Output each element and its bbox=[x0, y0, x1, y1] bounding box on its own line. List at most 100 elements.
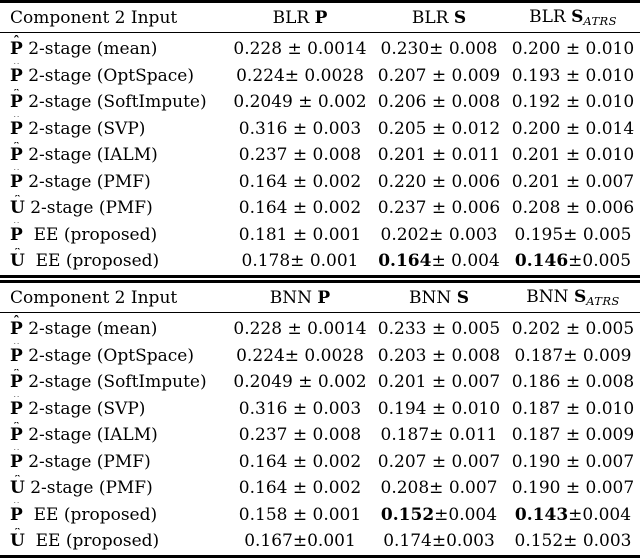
value-cell: 0.190 ± 0.007 bbox=[511, 478, 635, 499]
hat-accent: ˆ bbox=[14, 475, 21, 489]
column-header-bnn-3: BNN SATRS bbox=[506, 281, 640, 313]
matrix-symbol: S bbox=[456, 287, 469, 308]
value-cell: 0.237 ± 0.008 bbox=[238, 425, 362, 446]
matrix-symbol: S bbox=[571, 7, 584, 27]
value-cell: 0.208± 0.007 bbox=[380, 478, 498, 499]
value-cell: 0.201 ± 0.011 bbox=[377, 145, 501, 166]
header-row: Component 2 Input BLR P BLR S BLR SATRS bbox=[0, 1, 640, 33]
value-cell: 0.224± 0.0028 bbox=[236, 65, 364, 86]
value-cell: 0.181 ± 0.001 bbox=[238, 224, 362, 245]
matrix-symbol: S bbox=[573, 287, 587, 307]
best-value: 0.152 bbox=[380, 504, 435, 525]
value-cell: 0.237 ± 0.006 bbox=[377, 198, 501, 219]
value-cell: 0.202 ± 0.005 bbox=[511, 319, 635, 340]
matrix-symbol: P bbox=[317, 287, 331, 308]
hat-accent: ˆ bbox=[12, 313, 20, 330]
hat-accent: ˆ bbox=[14, 195, 21, 209]
value-cell: 0.2049 ± 0.002 bbox=[233, 92, 367, 113]
value-cell: 0.164± 0.004 bbox=[378, 251, 500, 272]
value-cell: 0.192 ± 0.010 bbox=[511, 92, 635, 113]
hat-accent: ˆ bbox=[12, 168, 20, 183]
value-cell: 0.194 ± 0.010 bbox=[377, 398, 501, 419]
value-cell: 0.201 ± 0.007 bbox=[511, 171, 635, 192]
value-cell: 0.228 ± 0.0014 bbox=[233, 319, 367, 340]
value-cell: 0.143±0.004 bbox=[514, 504, 632, 525]
results-table-blr: Component 2 Input BLR P BLR S BLR SATRS ˆ P 2… bbox=[0, 0, 640, 278]
value-cell: 0.203 ± 0.008 bbox=[377, 345, 501, 366]
column-header-bnn-2: BNN S bbox=[372, 281, 506, 313]
results-table-bnn: Component 2 Input BNN P BNN S BNN SATRS ˆ P 2… bbox=[0, 280, 640, 558]
subscript-label: ATRS bbox=[586, 294, 620, 308]
hat-accent: ˆ bbox=[12, 448, 20, 463]
hat-accent: ˆ bbox=[12, 221, 20, 236]
table-head-blr: Component 2 Input BLR P BLR S BLR SATRS bbox=[0, 1, 640, 33]
value-cell: 0.208 ± 0.006 bbox=[511, 198, 635, 219]
hat-accent: ˆ bbox=[12, 342, 20, 357]
value-cell: 0.316 ± 0.003 bbox=[238, 118, 362, 139]
value-cell: 0.202± 0.003 bbox=[380, 224, 498, 245]
hat-accent: ˆ bbox=[14, 528, 21, 542]
best-value: 0.146 bbox=[514, 251, 569, 272]
subscript-label: ATRS bbox=[583, 14, 617, 28]
value-cell: 0.233 ± 0.005 bbox=[377, 319, 501, 340]
value-cell: 0.207 ± 0.009 bbox=[377, 65, 501, 86]
value-cell: 0.167±0.001 bbox=[244, 531, 356, 552]
hat-accent: ˆ bbox=[12, 142, 20, 156]
hat-accent: ˆ bbox=[12, 33, 20, 50]
value-cell: 0.164 ± 0.002 bbox=[238, 451, 362, 472]
hat-accent: ˆ bbox=[12, 501, 20, 516]
value-cell: 0.316 ± 0.003 bbox=[238, 398, 362, 419]
value-cell: 0.187 ± 0.009 bbox=[511, 425, 635, 446]
value-cell: 0.230± 0.008 bbox=[380, 39, 498, 60]
value-cell: 0.200 ± 0.010 bbox=[511, 39, 635, 60]
value-cell: 0.164 ± 0.002 bbox=[238, 478, 362, 499]
value-cell: 0.201 ± 0.007 bbox=[377, 372, 501, 393]
best-value: 0.143 bbox=[514, 504, 569, 525]
value-cell: 0.158 ± 0.001 bbox=[238, 504, 362, 525]
value-cell: 0.187± 0.011 bbox=[380, 425, 498, 446]
matrix-symbol: S bbox=[453, 7, 467, 28]
hat-accent: ˆ bbox=[12, 89, 20, 103]
hat-accent: ˆ bbox=[12, 395, 20, 410]
column-header-input: Component 2 Input bbox=[0, 281, 228, 313]
